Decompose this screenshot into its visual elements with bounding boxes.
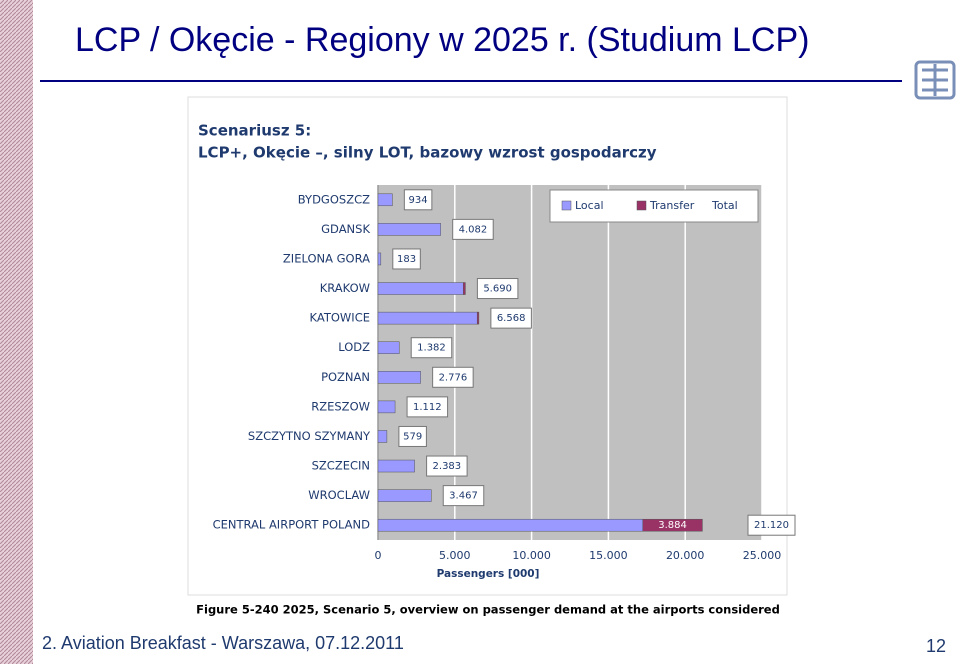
bar-local [377, 311, 478, 325]
bar-local [377, 400, 396, 414]
legend-label: Total [711, 199, 738, 212]
x-tick-label: 5.000 [439, 549, 471, 562]
chart-subtitle: LCP+, Okęcie –, silny LOT, bazowy wzrost… [198, 144, 657, 162]
x-tick-label: 15.000 [589, 549, 628, 562]
total-label-box [426, 455, 468, 477]
bar-local [377, 252, 382, 266]
slide-title: LCP / Okęcie - Regiony w 2025 r. (Studiu… [75, 21, 809, 59]
total-label: 5.690 [483, 284, 512, 295]
legend-swatch [636, 200, 647, 211]
bar-local [377, 193, 393, 207]
total-label: 579 [403, 431, 422, 442]
total-label: 1.382 [417, 343, 446, 354]
bar-transfer [642, 518, 703, 532]
total-label-box [747, 514, 796, 536]
total-label: 183 [397, 254, 416, 265]
side-stripe [0, 0, 33, 664]
bar-local [377, 223, 441, 236]
y-tick-label: KATOWICE [310, 311, 370, 325]
total-label-box [410, 337, 453, 359]
y-tick-label: WROCLAW [308, 488, 370, 502]
bar-local [377, 518, 643, 532]
bar-local [377, 489, 432, 502]
legend-swatch [561, 200, 572, 211]
y-tick-label: ZIELONA GORA [283, 251, 370, 265]
total-label: 6.568 [497, 313, 526, 324]
total-label-box [398, 425, 427, 447]
x-axis-label: Passengers [000] [437, 568, 540, 580]
bar-local [377, 341, 400, 354]
total-label: 21.120 [754, 520, 789, 531]
bar-local [377, 371, 421, 384]
total-label-box [406, 396, 449, 418]
total-label-box [442, 485, 485, 507]
legend-label: Transfer [649, 199, 695, 212]
x-tick-label: 0 [375, 549, 382, 562]
total-label: 2.776 [439, 372, 468, 383]
total-label: 4.082 [459, 224, 488, 235]
figure-caption: Figure 5-240 2025, Scenario 5, overview … [196, 603, 780, 617]
logo [914, 60, 956, 100]
x-tick-label: 20.000 [666, 549, 705, 562]
total-label: 934 [409, 195, 428, 206]
page-number: 12 [926, 636, 946, 656]
total-label-box [403, 189, 433, 211]
total-label-box [452, 218, 494, 240]
x-tick-label: 25.000 [743, 549, 782, 562]
total-label-box [476, 278, 519, 300]
y-tick-label: RZESZOW [311, 399, 370, 413]
total-label: 1.112 [413, 402, 442, 413]
footer: 2. Aviation Breakfast - Warszawa, 07.12.… [42, 633, 404, 653]
total-label: 2.383 [433, 461, 462, 472]
y-tick-label: KRAKOW [320, 281, 370, 295]
chart-title: Scenariusz 5: [198, 122, 311, 140]
plot-area [378, 185, 762, 540]
legend-box [549, 189, 759, 223]
y-tick-label: POZNAN [321, 370, 370, 384]
bar-local [377, 430, 388, 443]
y-tick-label: SZCZECIN [312, 459, 370, 473]
total-label-box [392, 248, 421, 270]
plot: 0 5.000 10.000 15.000 20.000 25.000 BYDGOSZCZ G… [213, 185, 796, 562]
bar-local [377, 459, 415, 473]
y-tick-label: LODZ [338, 340, 370, 354]
y-tick-label: SZCZYTNO SZYMANY [248, 429, 371, 443]
y-tick-label: BYDGOSZCZ [298, 192, 370, 206]
total-label: 3.467 [449, 491, 478, 502]
segment-label: 3.884 [658, 520, 687, 531]
y-tick-label: GDANSK [321, 222, 370, 236]
bar-local [377, 282, 464, 295]
y-tick-label: CENTRAL AIRPORT POLAND [213, 518, 371, 532]
bar-transfer [462, 282, 466, 295]
bar-transfer [476, 311, 480, 325]
legend-label: Local [575, 199, 604, 212]
x-tick-label: 10.000 [512, 549, 551, 562]
total-label-box [432, 366, 474, 388]
total-label-box [490, 307, 532, 329]
